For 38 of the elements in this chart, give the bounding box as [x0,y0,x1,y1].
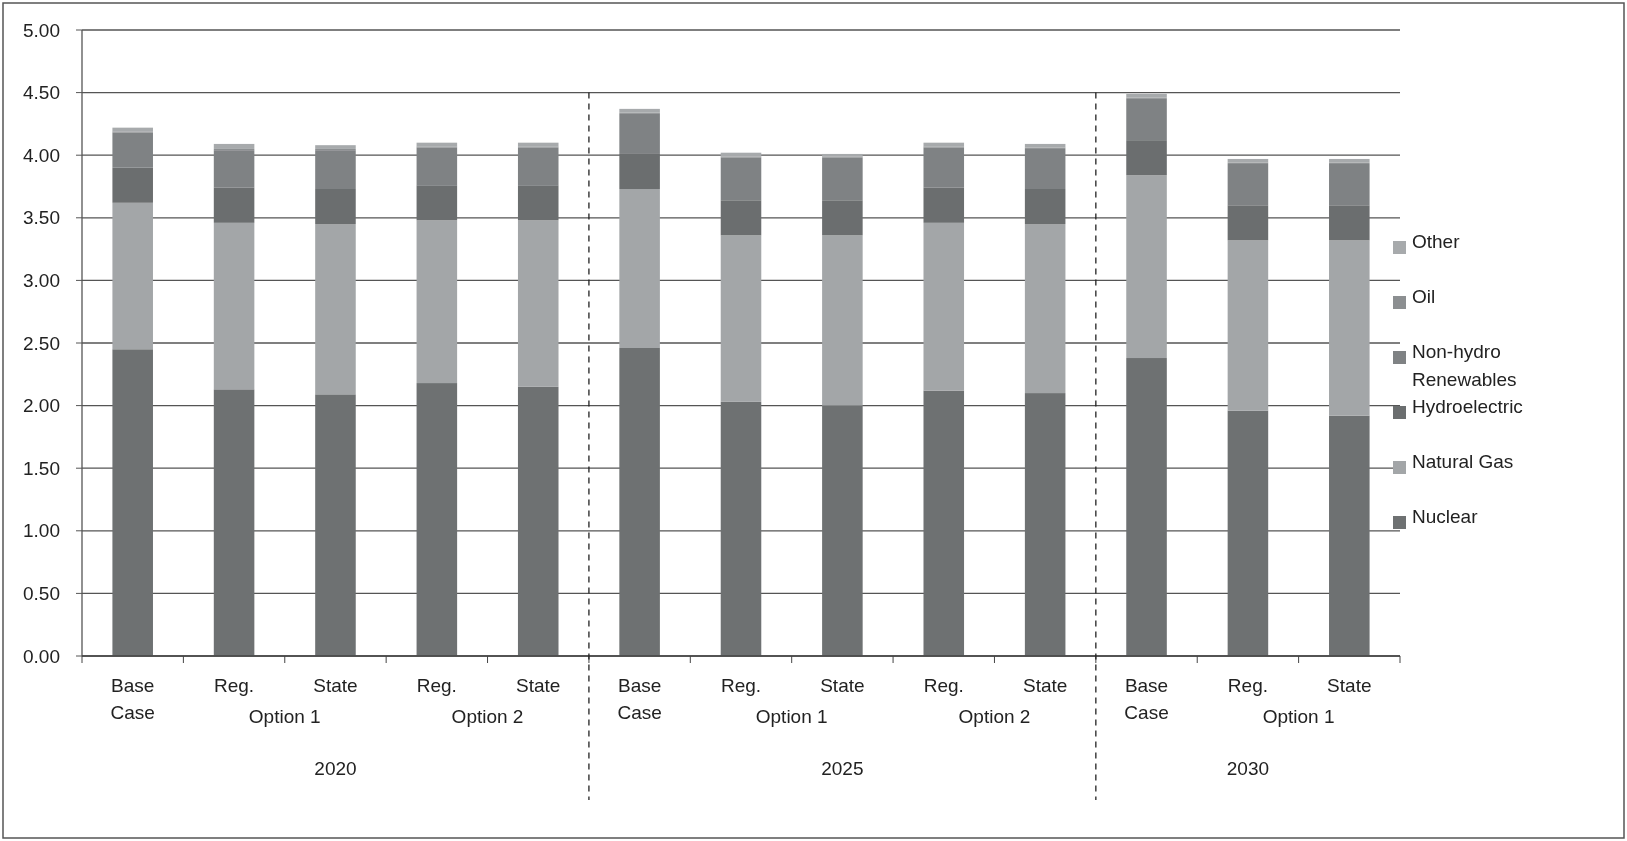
x-tick-label: Base Case [1124,675,1169,723]
y-tick-label: 1.50 [23,457,60,479]
y-tick-label: 4.50 [23,82,60,104]
legend-label: Non-hydro Renewables [1412,341,1517,390]
text: Option 2 [451,706,524,727]
x-tick-label: Reg. [214,675,255,696]
y-tick-label: 3.50 [23,207,60,229]
y-tick-label: 1.00 [23,520,60,542]
text: 2020 [314,758,357,779]
x-tick-label: Reg. [720,675,762,696]
text: Option 1 [248,706,321,727]
text: 2025 [821,758,864,779]
y-tick-label: 0.50 [23,583,60,605]
x-tick-label: Base Case [617,675,662,723]
y-tick-label: 4.00 [23,144,60,166]
y-tick-label: 5.00 [23,19,60,41]
legend-label: Oil [1412,286,1436,307]
text: 2030 [1226,758,1270,779]
x-tick-label: State [820,675,865,696]
x-tick-label: Reg. [1227,675,1268,696]
x-tick-label: State [516,675,561,696]
text: Option 2 [958,706,1031,727]
y-tick-label: 3.00 [23,270,60,292]
x-tick-label: State [1327,675,1372,696]
y-tick-label: 2.00 [23,395,60,417]
x-tick-label: Base Case [110,675,155,723]
x-tick-label: Reg. [416,675,457,696]
x-tick-label: State [313,675,358,696]
legend-label: Nuclear [1412,506,1479,527]
legend-label: Natural Gas [1412,451,1514,472]
x-tick-label: Reg. [923,675,964,696]
text: Option 1 [1262,706,1335,727]
legend-label: Hydroelectric [1412,396,1523,417]
text: Option 1 [755,706,828,727]
x-tick-label: State [1022,675,1068,696]
y-tick-label: 2.50 [23,332,60,354]
legend-label: Other [1412,231,1461,252]
y-tick-label: 0.00 [23,645,60,667]
